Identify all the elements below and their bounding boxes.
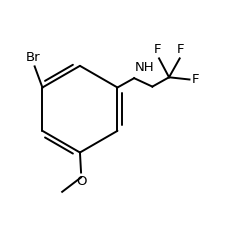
Text: Br: Br xyxy=(26,51,41,64)
Text: F: F xyxy=(176,43,184,56)
Text: F: F xyxy=(191,73,198,86)
Text: F: F xyxy=(153,43,160,56)
Text: O: O xyxy=(76,175,86,188)
Text: NH: NH xyxy=(134,61,154,74)
